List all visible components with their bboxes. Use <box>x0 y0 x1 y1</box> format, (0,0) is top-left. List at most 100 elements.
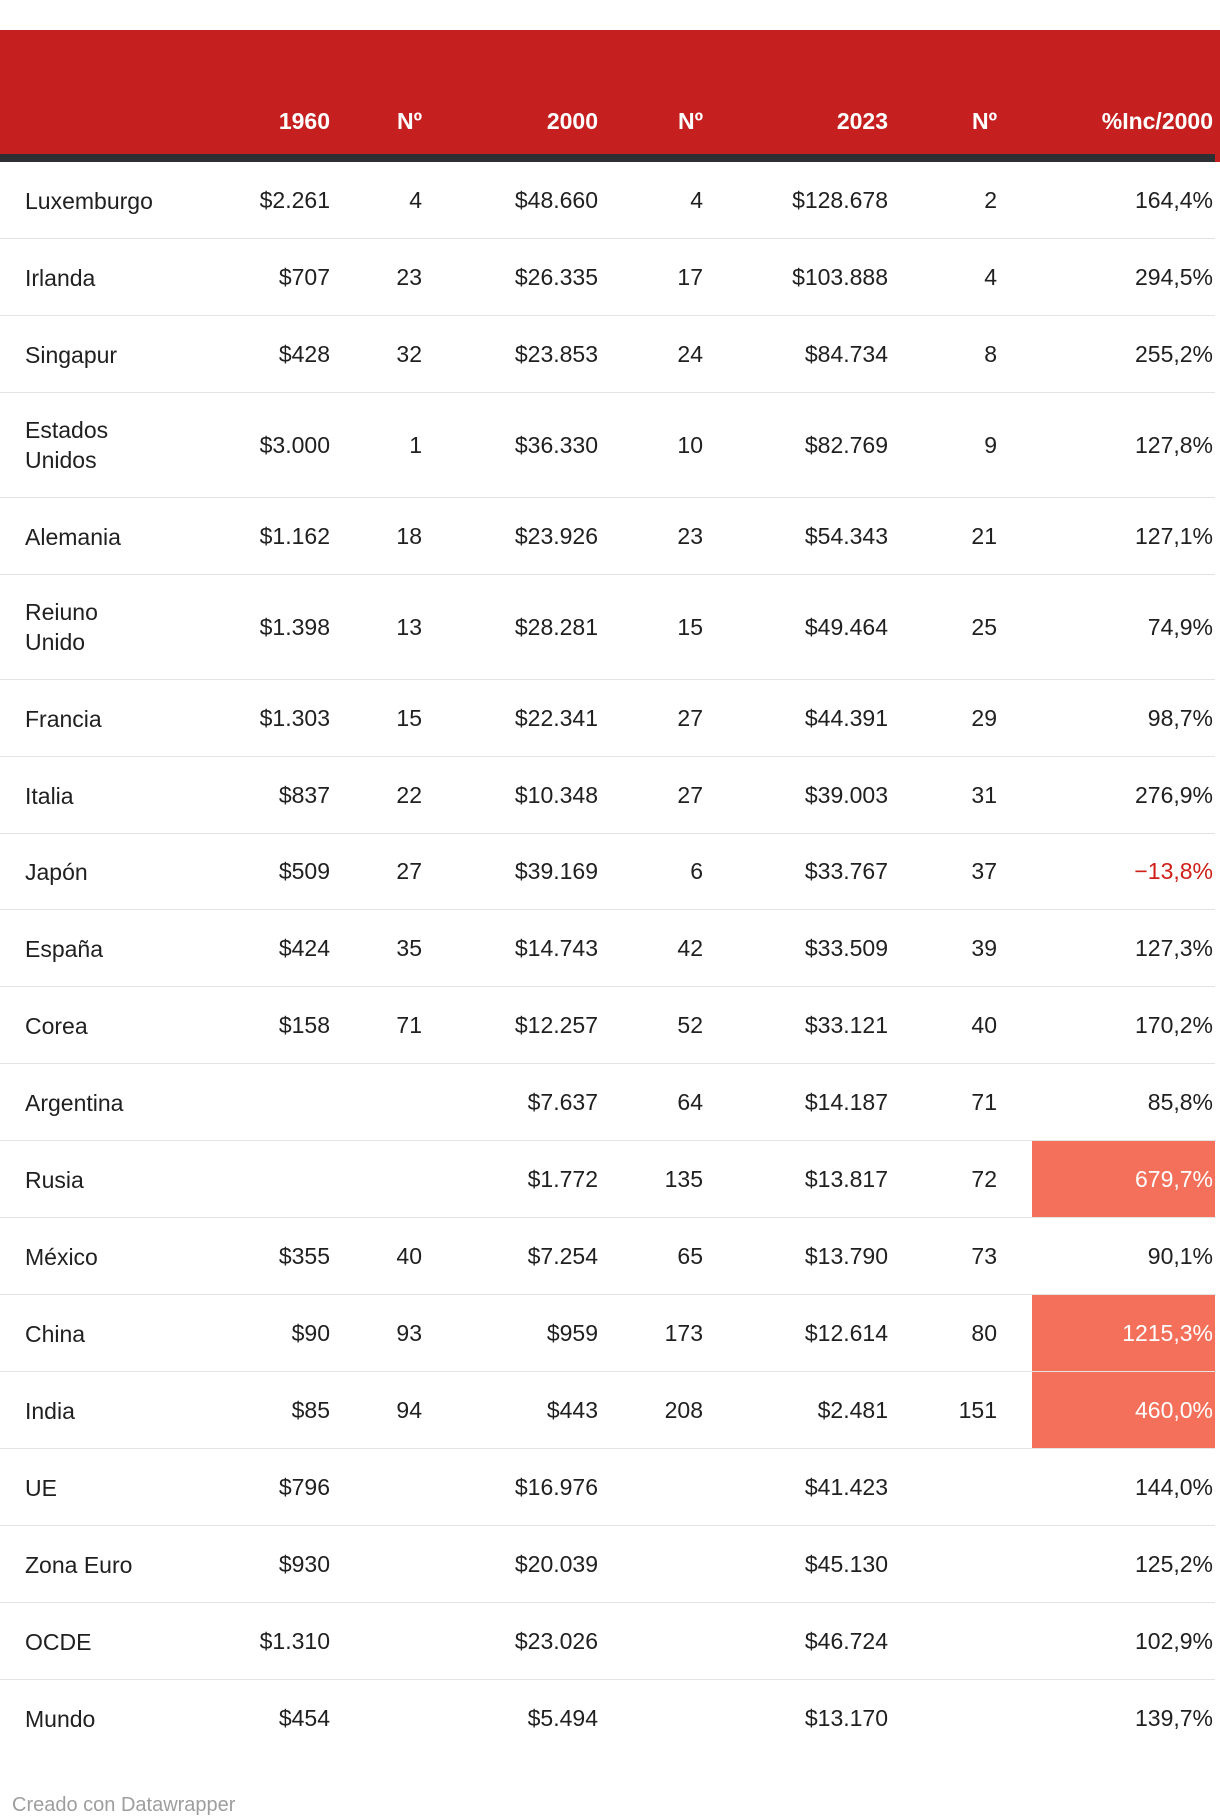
cell-2023: $14.187 <box>703 1063 888 1141</box>
cell-2000: $10.348 <box>422 755 598 834</box>
header-country <box>0 30 214 162</box>
cell-rank-2000: 135 <box>598 1140 703 1218</box>
cell-2023: $39.003 <box>703 755 888 834</box>
cell-pct-inc-2000: 139,7% <box>1032 1678 1220 1756</box>
table-row: Rusia $1.772 135 $13.817 72 679,7% <box>0 1140 1220 1218</box>
cell-2000: $20.039 <box>422 1524 598 1603</box>
table-row: India $85 94 $443 208 $2.481 151 460,0% <box>0 1370 1220 1449</box>
cell-pct-inc-2000: 679,7% <box>1032 1140 1220 1218</box>
cell-2023: $82.769 <box>703 391 888 498</box>
cell-2000: $16.976 <box>422 1447 598 1526</box>
cell-1960: $424 <box>214 909 330 987</box>
cell-rank-2023 <box>888 1601 1032 1680</box>
cell-pct-inc-2000: 74,9% <box>1032 573 1220 680</box>
cell-rank-1960: 13 <box>330 573 422 680</box>
cell-2023: $54.343 <box>703 496 888 575</box>
cell-rank-1960 <box>330 1140 422 1218</box>
cell-rank-2023: 37 <box>888 832 1032 910</box>
cell-country: Singapur <box>0 314 214 393</box>
cell-pct-inc-2000: 127,3% <box>1032 909 1220 987</box>
cell-pct-inc-2000: 125,2% <box>1032 1524 1220 1603</box>
table-row: UE $796 $16.976 $41.423 144,0% <box>0 1447 1220 1526</box>
cell-pct-inc-2000: 144,0% <box>1032 1447 1220 1526</box>
cell-country: Irlanda <box>0 237 214 316</box>
cell-rank-2000: 4 <box>690 186 703 213</box>
cell-rank-2000: 208 <box>598 1370 703 1449</box>
cell-rank-2000: 27 <box>598 755 703 834</box>
cell-pct-inc-2000: 90,1% <box>1032 1217 1220 1295</box>
cell-1960: $355 <box>214 1217 330 1295</box>
cell-2023: $13.817 <box>703 1140 888 1218</box>
cell-rank-2000: 173 <box>598 1294 703 1372</box>
table-row: Alemania $1.162 18 $23.926 23 $54.343 21 127,1% <box>0 496 1220 575</box>
table-row: España $424 35 $14.743 42 $33.509 39 127,3% <box>0 909 1220 987</box>
cell-rank-1960: 22 <box>330 755 422 834</box>
cell-2000: $443 <box>422 1370 598 1449</box>
table-header: 1960 Nº 2000 Nº 2023 Nº %Inc/2000 <box>0 30 1220 162</box>
cell-2023: $103.888 <box>703 237 888 316</box>
country-label: España <box>25 936 104 963</box>
country-label: México <box>25 1244 98 1271</box>
cell-1960: $428 <box>214 314 330 393</box>
header-pct-inc-2000: %Inc/2000 <box>1032 30 1220 162</box>
cell-1960: $1.303 <box>214 678 330 757</box>
cell-2023: $33.509 <box>703 909 888 987</box>
cell-2023: $33.767 <box>703 832 888 910</box>
cell-rank-2000: 23 <box>598 496 703 575</box>
cell-country: Mundo <box>0 1678 214 1756</box>
cell-rank-1960: 27 <box>330 832 422 910</box>
cell-rank-2000: 42 <box>598 909 703 987</box>
gdp-per-capita-table: 1960 Nº 2000 Nº 2023 Nº %Inc/2000 Luxemb… <box>0 30 1220 1756</box>
cell-pct-inc-2000: 1215,3% <box>1032 1294 1220 1372</box>
cell-2000: $39.169 <box>422 832 598 910</box>
cell-rank-1960: 71 <box>330 986 422 1064</box>
cell-country: UE <box>0 1447 214 1526</box>
country-label: Corea <box>25 1013 88 1040</box>
cell-2023: $2.481 <box>703 1370 888 1449</box>
cell-rank-1960: 94 <box>330 1370 422 1449</box>
table-row: Italia $837 22 $10.348 27 $39.003 31 276,9% <box>0 755 1220 834</box>
cell-2023: $33.121 <box>703 986 888 1064</box>
cell-rank-1960: 18 <box>330 496 422 575</box>
cell-rank-1960: 23 <box>330 237 422 316</box>
cell-rank-2000: 15 <box>598 573 703 680</box>
cell-pct-inc-2000: 102,9% <box>1032 1601 1220 1680</box>
cell-rank-2023: 8 <box>888 314 1032 393</box>
cell-1960: $707 <box>214 237 330 316</box>
table-body: Luxemburgo $2.261 4 $48.660 4 $128.678 2 164,4%… <box>0 158 1220 1756</box>
cell-country: Estados Unidos <box>0 391 214 498</box>
cell-rank-2023: 9 <box>888 391 1032 498</box>
cell-rank-2000: 65 <box>598 1217 703 1295</box>
cell-rank-1960 <box>330 1678 422 1756</box>
cell-rank-1960 <box>330 1063 422 1141</box>
country-label: Mundo <box>25 1705 96 1732</box>
cell-2023: $84.734 <box>703 314 888 393</box>
cell-rank-1960: 1 <box>330 391 422 498</box>
cell-2000: $26.335 <box>422 237 598 316</box>
cell-pct-inc-2000: 170,2% <box>1032 986 1220 1064</box>
cell-country: Argentina <box>0 1063 214 1141</box>
header-row: 1960 Nº 2000 Nº 2023 Nº %Inc/2000 <box>0 30 1220 162</box>
cell-rank-2023: 21 <box>888 496 1032 575</box>
cell-2023: $13.790 <box>703 1217 888 1295</box>
cell-rank-1960 <box>330 1601 422 1680</box>
cell-country: Alemania <box>0 496 214 575</box>
cell-2023: $45.130 <box>703 1524 888 1603</box>
table-row: Francia $1.303 15 $22.341 27 $44.391 29 98,7% <box>0 678 1220 757</box>
cell-rank-2023: 40 <box>888 986 1032 1064</box>
table-row: Reiuno Unido $1.398 13 $28.281 15 $49.464 25 74… <box>0 573 1220 680</box>
cell-rank-2023: 29 <box>888 678 1032 757</box>
cell-2023: $128.678 <box>792 186 888 213</box>
cell-country: Corea <box>0 986 214 1064</box>
cell-rank-2000: 10 <box>598 391 703 498</box>
cell-country: Rusia <box>0 1140 214 1218</box>
cell-1960: $85 <box>214 1370 330 1449</box>
cell-rank-1960 <box>330 1524 422 1603</box>
cell-country: India <box>0 1370 214 1449</box>
cell-country: Francia <box>0 678 214 757</box>
cell-2023: $44.391 <box>703 678 888 757</box>
header-rank-2000: Nº <box>598 30 703 162</box>
cell-pct-inc-2000: 164,4% <box>1032 158 1220 239</box>
cell-1960: $930 <box>214 1524 330 1603</box>
cell-1960: $837 <box>214 755 330 834</box>
